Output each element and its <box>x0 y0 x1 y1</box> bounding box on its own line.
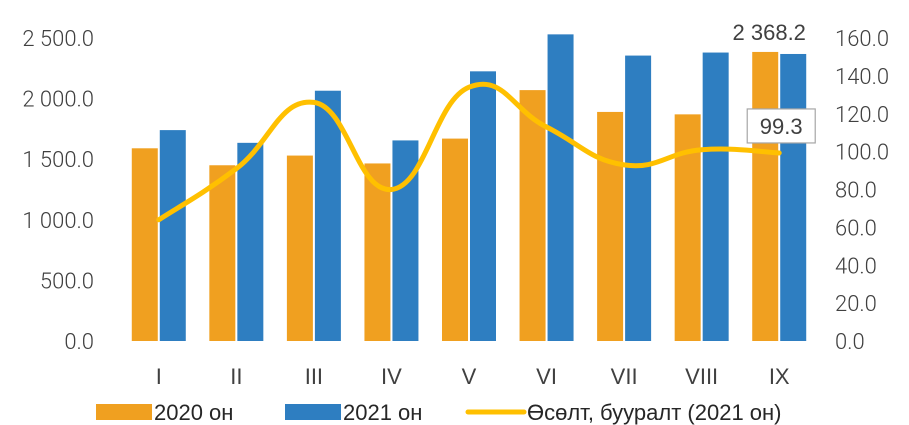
left-tick-label: 1 500.0 <box>22 148 94 173</box>
bar-2021 <box>314 90 341 341</box>
bar-2021 <box>547 34 574 341</box>
bar-2020 <box>442 138 468 341</box>
bar-2021 <box>470 71 496 341</box>
x-tick-label: IX <box>769 364 790 389</box>
data-label-growth: 99.3 <box>760 114 803 139</box>
legend: 2020 он 2021 он Өсөлт, бууралт (2021 он) <box>96 400 782 425</box>
bar-2021 <box>625 55 652 341</box>
right-tick-label: 100.0 <box>835 141 889 166</box>
legend-label-2020: 2020 он <box>154 400 233 425</box>
x-tick-label: I <box>156 364 162 389</box>
data-label-2021: 2 368.2 <box>733 20 806 45</box>
left-tick-label: 1 000.0 <box>22 209 94 234</box>
bars <box>131 34 807 342</box>
right-tick-label: 120.0 <box>835 103 889 128</box>
bar-2021 <box>159 130 186 341</box>
data-labels: 2 368.2 99.3 <box>733 20 816 144</box>
x-tick-label: II <box>230 364 242 389</box>
right-tick-label: 140.0 <box>835 65 889 90</box>
bar-2021 <box>237 142 264 341</box>
legend-label-2021: 2021 он <box>343 400 422 425</box>
right-tick-label: 40.0 <box>835 254 877 279</box>
right-tick-label: 160.0 <box>835 27 889 52</box>
right-axis-ticks: 0.0 20.0 40.0 60.0 80.0 100.0 120.0 140.0 160.0 <box>835 27 889 355</box>
legend-swatch-2020 <box>96 404 152 420</box>
x-tick-label: V <box>462 364 477 389</box>
bar-2020 <box>519 90 546 341</box>
data-label-box <box>746 108 816 144</box>
bar-2021 <box>780 53 807 342</box>
bar-2020 <box>364 163 391 341</box>
left-tick-label: 0.0 <box>64 330 94 355</box>
bar-2020 <box>131 148 158 341</box>
legend-label-growth: Өсөлт, бууралт (2021 он) <box>527 400 782 425</box>
bar-2020 <box>286 155 313 341</box>
right-tick-label: 60.0 <box>835 216 877 241</box>
left-axis-ticks: 0.0 500.0 1 000.0 1 500.0 2 000.0 2 500.0 <box>22 27 94 355</box>
x-tick-label: IV <box>381 364 402 389</box>
growth-line <box>156 81 782 223</box>
x-tick-label: III <box>305 364 323 389</box>
left-tick-label: 500.0 <box>40 269 94 294</box>
x-tick-label: VI <box>536 364 557 389</box>
right-tick-label: 0.0 <box>835 330 865 355</box>
x-tick-label: VIII <box>685 364 718 389</box>
bar-2020 <box>597 111 624 341</box>
bar-2020 <box>209 165 236 341</box>
bar-2020 <box>752 51 779 342</box>
right-tick-label: 20.0 <box>835 292 877 317</box>
x-axis-ticks: I II III IV V VI VII VIII IX <box>156 364 790 389</box>
right-tick-label: 80.0 <box>835 179 877 204</box>
x-tick-label: VII <box>611 364 638 389</box>
left-tick-label: 2 500.0 <box>22 27 94 52</box>
growth-line-path <box>156 81 782 223</box>
bar-2021 <box>702 52 729 341</box>
left-tick-label: 2 000.0 <box>22 88 94 113</box>
legend-swatch-2021 <box>285 404 341 420</box>
